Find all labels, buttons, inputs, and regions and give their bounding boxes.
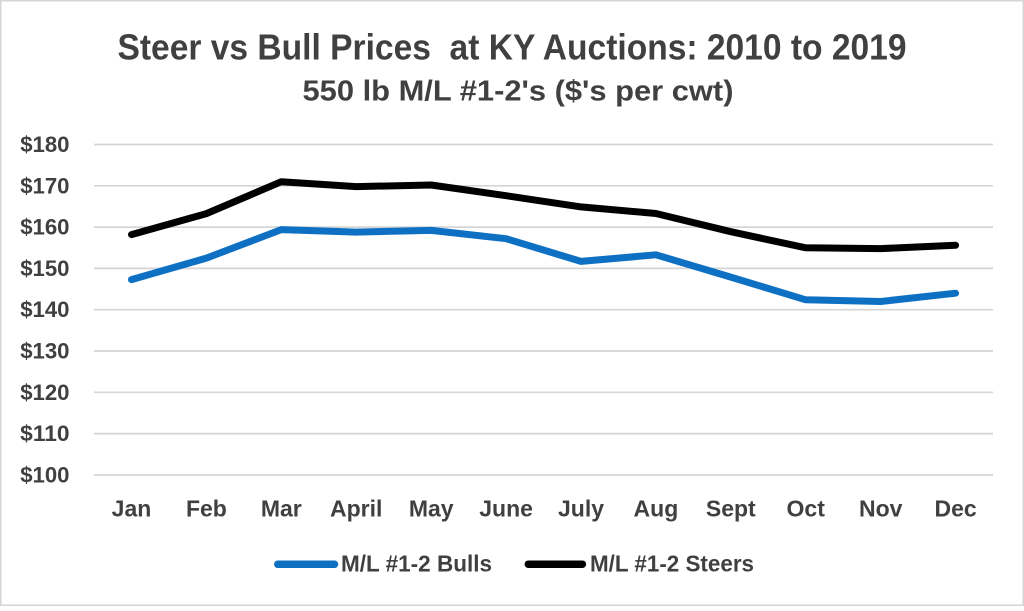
svg-text:550 lb M/L #1-2's ($'s per cwt: 550 lb M/L #1-2's ($'s per cwt): [303, 75, 734, 107]
svg-text:M/L #1-2 Steers: M/L #1-2 Steers: [590, 551, 754, 577]
svg-text:July: July: [558, 496, 604, 522]
svg-text:Oct: Oct: [787, 496, 826, 522]
svg-text:April: April: [330, 496, 382, 522]
svg-text:Mar: Mar: [261, 496, 302, 522]
svg-text:Feb: Feb: [186, 496, 227, 522]
svg-text:June: June: [479, 496, 533, 522]
svg-text:$160: $160: [20, 215, 69, 240]
svg-text:Nov: Nov: [859, 496, 903, 522]
svg-text:$120: $120: [20, 380, 69, 405]
svg-text:$100: $100: [20, 462, 69, 487]
svg-text:Steer vs Bull Prices at KY Au: Steer vs Bull Prices at KY Auctions: 201…: [118, 27, 907, 68]
svg-text:Aug: Aug: [634, 496, 679, 522]
svg-text:$130: $130: [20, 339, 69, 364]
svg-text:Jan: Jan: [112, 496, 152, 522]
svg-text:Sept: Sept: [706, 496, 756, 522]
svg-text:May: May: [409, 496, 454, 522]
svg-text:$150: $150: [20, 256, 69, 281]
svg-text:$140: $140: [20, 297, 69, 322]
svg-text:$180: $180: [20, 132, 69, 157]
svg-text:$110: $110: [20, 421, 69, 446]
svg-text:$170: $170: [20, 173, 69, 198]
svg-text:M/L #1-2 Bulls: M/L #1-2 Bulls: [341, 551, 492, 577]
svg-text:Dec: Dec: [934, 496, 976, 522]
